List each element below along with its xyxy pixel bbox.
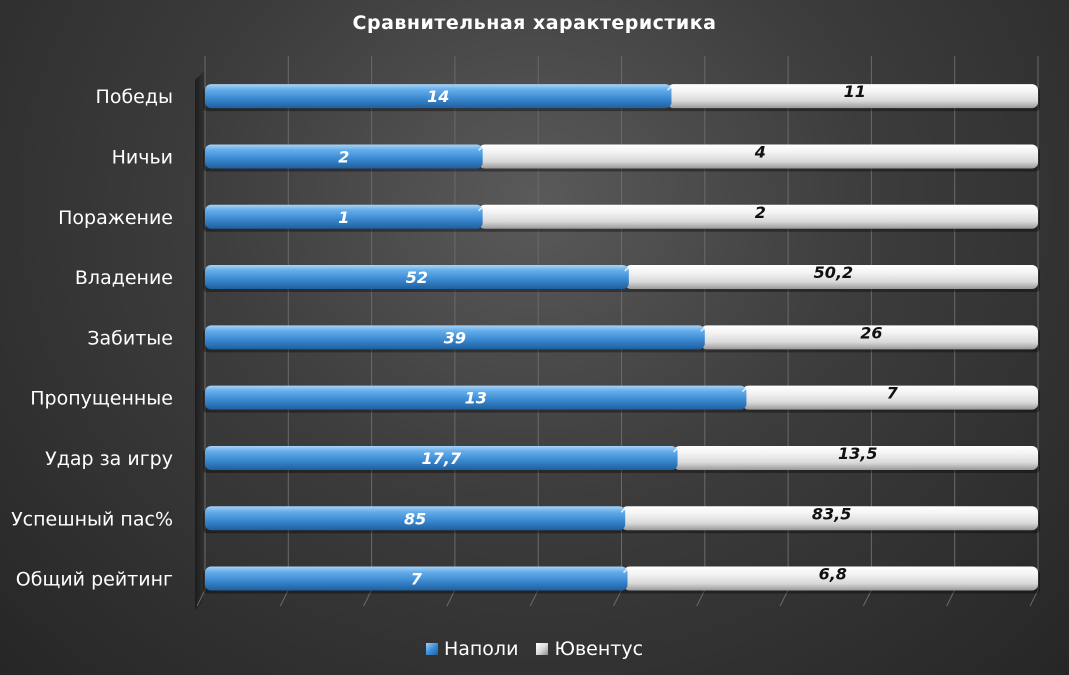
value-label-juventus: 4 (754, 142, 766, 161)
legend-label-juventus: Ювентус (554, 638, 644, 660)
bar-napoli-cap (624, 267, 629, 272)
gridline-floor (446, 589, 456, 607)
value-label-napoli: 17,7 (422, 449, 462, 468)
category-label: Победы (96, 86, 173, 108)
bar-napoli-cap (620, 508, 625, 513)
bar-napoli (205, 445, 678, 470)
legend-label-napoli: Наполи (443, 638, 519, 660)
legend: Наполи Ювентус (0, 638, 1069, 660)
bar-juventus (667, 84, 1038, 109)
value-label-juventus: 11 (844, 82, 866, 101)
bar-juventus (621, 506, 1038, 531)
value-label-juventus: 7 (887, 384, 899, 403)
category-label: Общий рейтинг (16, 569, 173, 591)
category-label: Забитые (87, 327, 173, 349)
value-label-juventus: 13,5 (838, 444, 877, 463)
category-label: Пропущенные (30, 388, 173, 410)
gridline-floor (946, 589, 956, 607)
gridline-floor (529, 589, 539, 607)
bar-napoli-cap (700, 327, 705, 332)
labels: Победы 14 11 Ничьи 2 4 Поражение 1 2 Владение 52 50… (11, 82, 899, 590)
legend-swatch-napoli (425, 643, 438, 655)
bar-juventus (478, 204, 1039, 229)
bar-napoli (205, 325, 705, 350)
bar-napoli-cap (673, 448, 678, 453)
value-label-napoli: 1 (338, 208, 349, 227)
bar-napoli-cap (666, 86, 672, 91)
value-label-napoli: 14 (427, 87, 449, 106)
value-label-napoli: 2 (338, 147, 349, 166)
gridline-floor (696, 589, 706, 607)
category-label: Поражение (58, 207, 173, 229)
bar-napoli-cap (741, 388, 746, 393)
bar-juventus (742, 385, 1038, 410)
value-label-juventus: 50,2 (814, 263, 853, 282)
legend-swatch-juventus (536, 643, 549, 655)
value-label-juventus: 6,8 (819, 565, 847, 584)
bar-napoli-cap (623, 569, 628, 574)
category-label: Удар за игру (45, 448, 173, 470)
value-label-juventus: 26 (860, 323, 882, 342)
gridline-floor (196, 589, 206, 607)
bar-juventus (478, 144, 1039, 169)
legend-item-juventus: Ювентус (536, 638, 643, 660)
value-label-napoli: 52 (406, 268, 428, 287)
bar-napoli-cap (478, 207, 483, 212)
gridline-floor (279, 589, 289, 607)
bar-napoli (205, 265, 629, 290)
bar-juventus (624, 265, 1038, 290)
gridline-floor (613, 589, 622, 607)
value-label-juventus: 2 (755, 203, 766, 222)
gridline-floor (862, 589, 872, 607)
bars (203, 84, 1040, 594)
gridline-floor (779, 589, 789, 607)
value-label-napoli: 39 (444, 328, 466, 347)
bar-juventus (673, 445, 1038, 470)
chart-side-wall (195, 70, 205, 610)
bar-juventus (700, 325, 1038, 350)
bar-napoli (205, 506, 626, 531)
value-label-napoli: 85 (404, 509, 426, 528)
category-label: Успешный пас% (11, 508, 173, 530)
bar-napoli-cap (478, 146, 483, 151)
bar-napoli (205, 144, 483, 169)
value-label-napoli: 13 (465, 389, 487, 408)
gridline-floor (363, 589, 373, 607)
bar-napoli (205, 566, 628, 591)
gridline-floor (1029, 589, 1039, 607)
chart-title: Сравнительная характеристика (352, 12, 717, 34)
bar-napoli (205, 204, 483, 229)
category-label: Ничьи (112, 146, 173, 168)
value-label-napoli: 7 (411, 570, 423, 589)
category-label: Владение (75, 267, 173, 289)
bar-napoli (205, 84, 672, 109)
bar-juventus (623, 566, 1038, 591)
value-label-juventus: 83,5 (812, 504, 851, 523)
bar-napoli (205, 385, 747, 410)
legend-item-napoli: Наполи (425, 638, 519, 660)
